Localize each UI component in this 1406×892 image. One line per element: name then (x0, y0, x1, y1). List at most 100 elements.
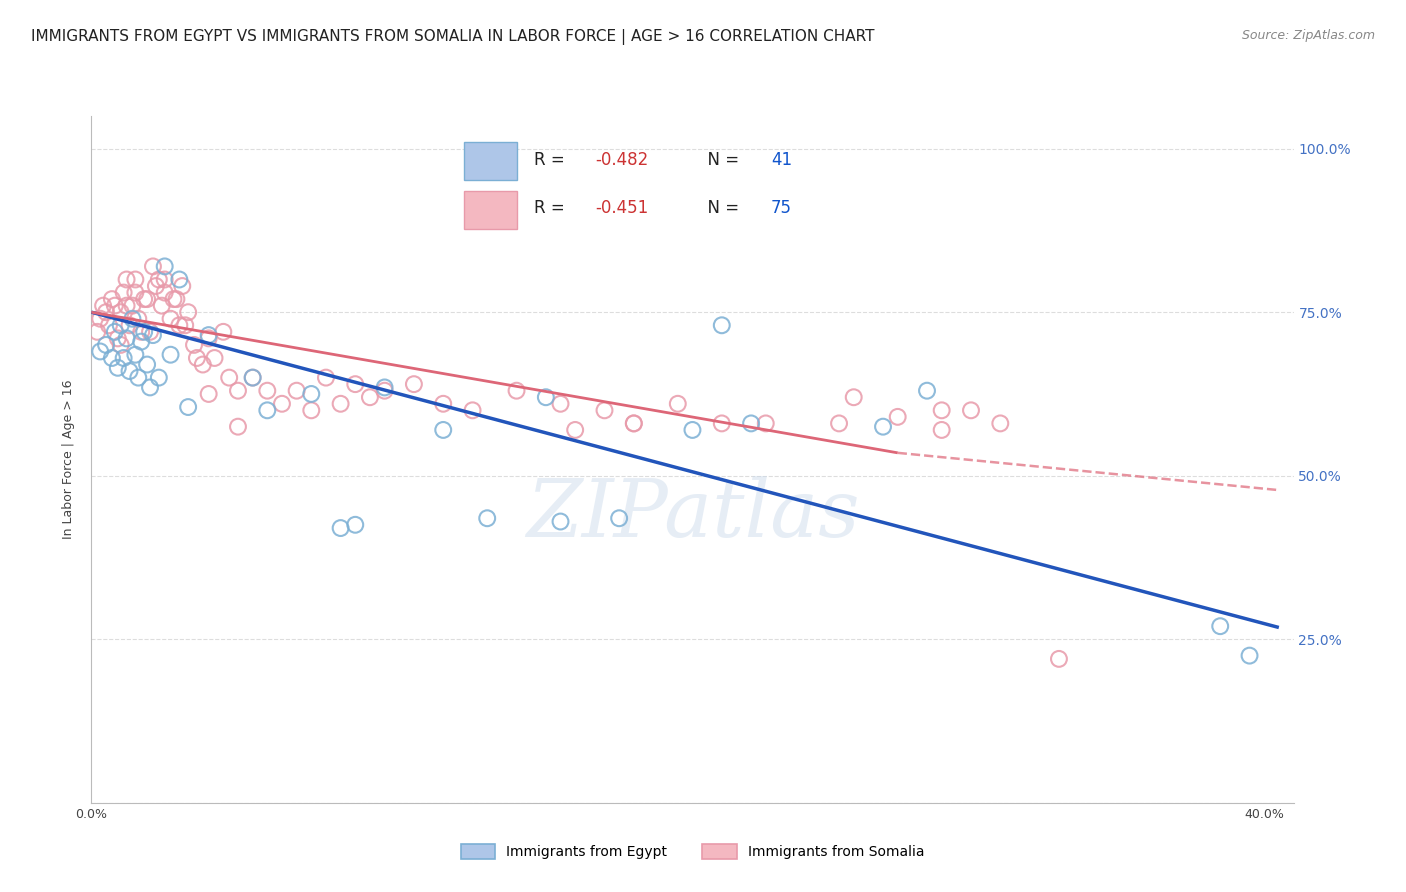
Point (165, 292, 187, 306)
Point (299, 387, 322, 401)
Point (828, 417, 851, 431)
Point (110, 338, 132, 352)
Point (344, 517, 367, 532)
Point (118, 364, 141, 378)
Legend: Immigrants from Egypt, Immigrants from Somalia: Immigrants from Egypt, Immigrants from S… (456, 838, 929, 864)
Point (159, 311, 181, 326)
Point (197, 328, 219, 343)
Point (374, 380, 396, 394)
Point (174, 318, 197, 333)
Point (124, 272, 146, 286)
Point (89, 344, 111, 359)
Point (191, 358, 214, 372)
Point (432, 423, 454, 437)
Point (931, 423, 953, 437)
Point (89, 311, 111, 326)
Point (204, 351, 226, 365)
Point (104, 325, 127, 339)
Point (115, 272, 138, 286)
Point (148, 272, 170, 286)
Point (162, 292, 184, 306)
Point (94, 338, 117, 352)
Point (124, 285, 146, 300)
Point (593, 403, 616, 417)
Point (104, 299, 127, 313)
Point (129, 334, 152, 349)
Point (172, 279, 194, 293)
Point (197, 387, 219, 401)
Point (1239, 648, 1261, 663)
Point (564, 423, 586, 437)
Point (121, 299, 143, 313)
Point (550, 397, 572, 411)
Point (115, 331, 138, 345)
Point (101, 292, 124, 306)
Point (256, 384, 278, 398)
Point (112, 351, 135, 365)
Point (242, 370, 264, 384)
Point (623, 417, 645, 431)
Point (960, 403, 983, 417)
Point (118, 318, 141, 333)
Point (134, 325, 156, 339)
Point (550, 515, 572, 529)
Point (477, 511, 499, 525)
Point (142, 328, 165, 343)
Point (359, 390, 381, 404)
Point (285, 384, 308, 398)
Point (1209, 619, 1232, 633)
Point (607, 511, 630, 525)
Point (107, 360, 129, 375)
Point (256, 403, 278, 417)
Point (681, 423, 703, 437)
Point (710, 417, 733, 431)
Point (461, 403, 484, 417)
Point (121, 311, 143, 326)
Point (872, 419, 894, 434)
Point (153, 272, 176, 286)
Point (177, 305, 200, 319)
Point (169, 318, 191, 333)
Point (271, 397, 294, 411)
Point (139, 380, 162, 394)
Point (177, 400, 200, 414)
Point (344, 377, 367, 392)
Point (159, 348, 181, 362)
Point (374, 384, 396, 398)
Point (226, 419, 249, 434)
Text: ZIPatlas: ZIPatlas (526, 475, 859, 553)
Point (115, 299, 138, 313)
Point (86, 325, 108, 339)
Point (402, 377, 425, 392)
Point (127, 370, 149, 384)
Point (988, 417, 1011, 431)
Point (212, 325, 235, 339)
Point (755, 417, 778, 431)
Point (153, 260, 176, 274)
Point (183, 338, 205, 352)
Point (534, 390, 557, 404)
Point (186, 351, 208, 365)
Point (1047, 652, 1070, 666)
Point (886, 409, 908, 424)
Point (107, 331, 129, 345)
Point (139, 325, 162, 339)
Point (299, 403, 322, 417)
Point (432, 397, 454, 411)
Point (740, 417, 762, 431)
Point (110, 318, 132, 333)
Point (94, 305, 117, 319)
Point (110, 305, 132, 319)
Text: Source: ZipAtlas.com: Source: ZipAtlas.com (1241, 29, 1375, 42)
Point (169, 272, 191, 286)
Point (315, 370, 337, 384)
Point (153, 285, 176, 300)
Point (710, 318, 733, 333)
Point (145, 279, 167, 293)
Point (127, 311, 149, 326)
Text: IMMIGRANTS FROM EGYPT VS IMMIGRANTS FROM SOMALIA IN LABOR FORCE | AGE > 16 CORRE: IMMIGRANTS FROM EGYPT VS IMMIGRANTS FROM… (31, 29, 875, 45)
Point (134, 292, 156, 306)
Point (329, 397, 352, 411)
Point (842, 390, 865, 404)
Point (112, 285, 135, 300)
